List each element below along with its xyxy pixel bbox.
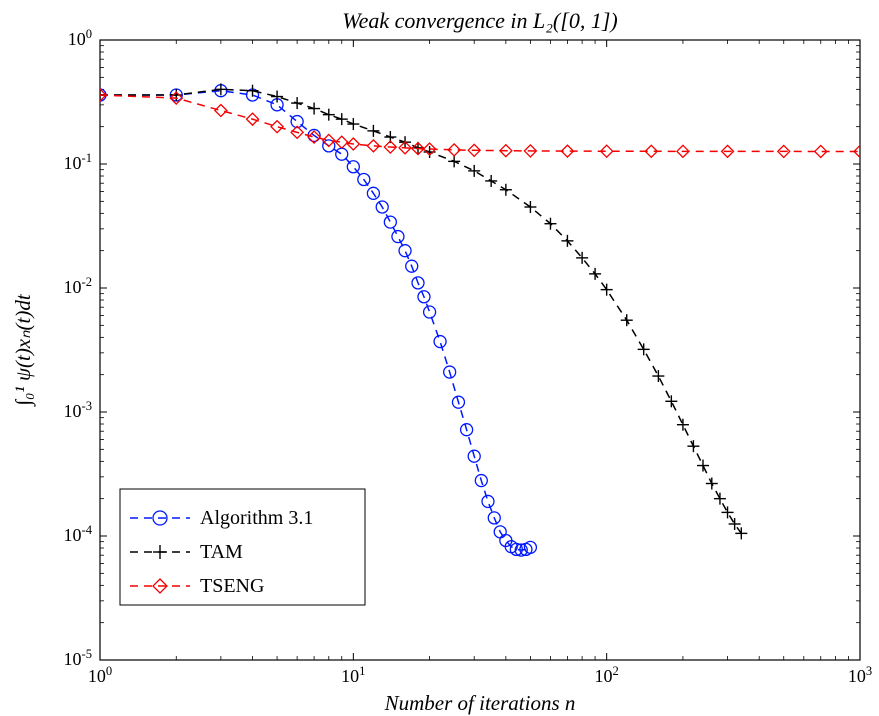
- y-axis-label: ∫₀¹ ψ(t)xₙ(t)dt: [11, 293, 36, 407]
- legend: Algorithm 3.1 TAM TSENG: [120, 489, 365, 605]
- chart-title: Weak convergence in L₂([0, 1]): [342, 8, 617, 33]
- convergence-chart: 10010110210310-510-410-310-210-1100Weak …: [0, 0, 879, 716]
- legend-item-label: TAM: [200, 541, 243, 563]
- legend-item-label: TSENG: [200, 575, 264, 597]
- chart-svg: 10010110210310-510-410-310-210-1100Weak …: [0, 0, 879, 716]
- legend-item-label: Algorithm 3.1: [200, 507, 313, 529]
- x-axis-label: Number of iterations n: [384, 691, 576, 715]
